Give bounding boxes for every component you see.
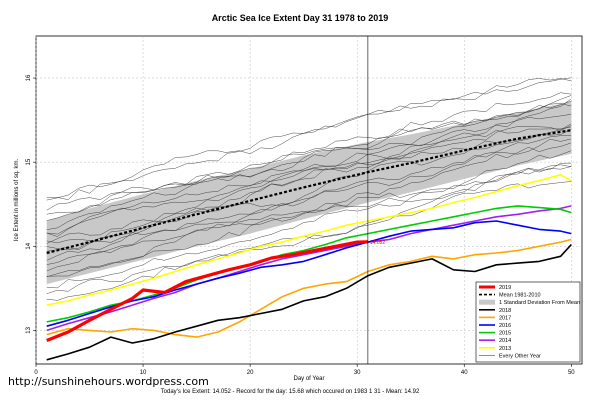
legend-label: Mean 1981-2010 — [499, 293, 541, 299]
marker-label: 14.052 — [370, 240, 386, 246]
every-other-year-line — [46, 142, 572, 272]
series-line-2017 — [46, 238, 572, 338]
legend-swatch — [479, 299, 495, 305]
x-tick-label: 10 — [140, 370, 147, 376]
chart-title: Arctic Sea Ice Extent Day 31 1978 to 201… — [212, 13, 389, 23]
x-tick-label: 0 — [34, 370, 38, 376]
x-tick-label: 20 — [247, 370, 254, 376]
legend-label: 2016 — [499, 323, 511, 329]
series-line-2013 — [46, 174, 572, 306]
y-tick-label: 16 — [26, 74, 32, 81]
every-other-year-line — [46, 98, 572, 235]
website-url: http://sunshinehours.wordpress.com — [8, 375, 209, 388]
legend-label: 2018 — [499, 308, 511, 314]
every-other-year-line — [46, 78, 572, 201]
legend-box — [475, 281, 581, 363]
every-other-year-line — [46, 126, 572, 244]
every-other-year-line — [46, 114, 572, 237]
mean-line-path — [46, 129, 572, 255]
series-lines — [46, 174, 572, 361]
y-tick-label: 14 — [26, 242, 32, 249]
every-other-year-line — [46, 162, 572, 277]
every-other-year-line — [46, 123, 572, 250]
std-band-area — [46, 101, 572, 285]
every-other-year-line — [46, 138, 572, 261]
every-other-year-line — [46, 77, 572, 200]
legend-label: 2013 — [499, 346, 511, 352]
every-other-year-line — [46, 166, 572, 294]
every-other-year-line — [46, 135, 572, 265]
every-other-year-line — [46, 125, 572, 244]
x-tick-label: 40 — [461, 370, 468, 376]
every-other-year-line — [46, 128, 572, 252]
series-line-2014 — [46, 205, 572, 332]
y-axis-label: Ice Extent in millions of sq. km. — [14, 158, 20, 241]
legend-label: 1 Standard Deviation From Mean — [499, 300, 580, 306]
every-other-year-line — [46, 181, 572, 301]
legend-label: 2017 — [499, 315, 511, 321]
every-other-year-line — [46, 103, 572, 230]
legend-label: 2014 — [499, 338, 511, 344]
y-tick-label: 13 — [26, 326, 32, 333]
every-other-year-lines — [46, 77, 572, 301]
y-tick-label: 15 — [26, 158, 32, 165]
every-other-year-line — [46, 164, 572, 289]
every-other-year-line — [46, 95, 572, 215]
day-marker: 14.052 — [367, 36, 386, 364]
x-axis-label: Day of Year — [293, 376, 324, 382]
legend-label: 2019 — [499, 285, 511, 291]
y-axis: 13 14 15 16 — [26, 74, 36, 334]
series-line-2016 — [46, 220, 572, 327]
x-axis: 0 10 20 30 40 50 — [34, 364, 575, 376]
summary-text: Today's Ice Extent: 14.052 - Record for … — [161, 389, 420, 395]
every-other-year-line — [46, 150, 572, 278]
std-band — [46, 101, 572, 285]
x-tick-label: 50 — [568, 370, 575, 376]
legend-label: Every Other Year — [499, 353, 541, 359]
legend-label: 2015 — [499, 331, 511, 337]
mean-line — [46, 129, 572, 255]
series-line-2019 — [46, 240, 368, 342]
series-line-2018 — [46, 244, 572, 361]
x-tick-label: 30 — [354, 370, 361, 376]
every-other-year-line — [46, 92, 572, 211]
